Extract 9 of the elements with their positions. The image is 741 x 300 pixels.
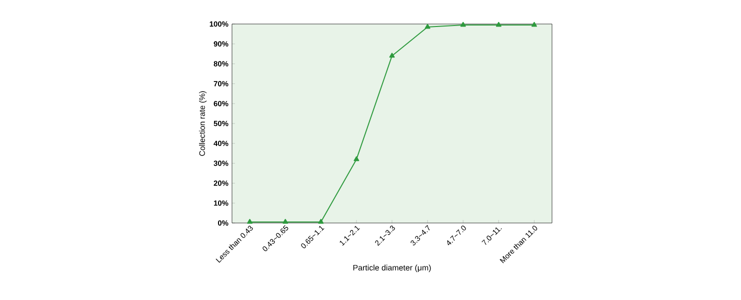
point <box>424 24 430 29</box>
point <box>282 218 288 224</box>
point <box>247 218 253 224</box>
point <box>354 156 360 162</box>
point <box>460 22 466 27</box>
point <box>496 22 502 27</box>
point <box>531 22 537 27</box>
point <box>389 52 395 58</box>
point <box>318 218 324 224</box>
